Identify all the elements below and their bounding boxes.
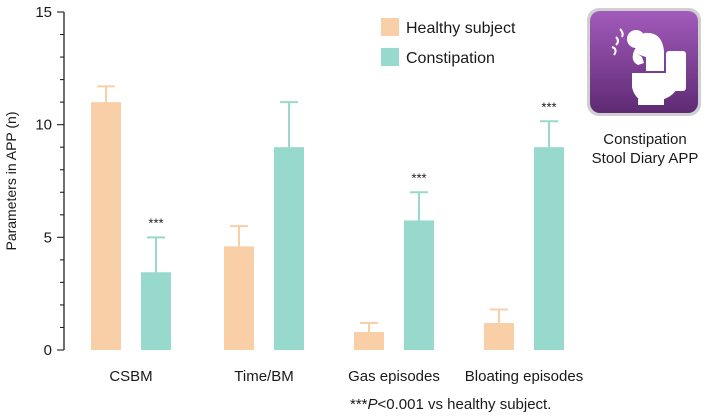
y-tick-label: 10: [35, 117, 52, 134]
app-caption: Constipation Stool Diary APP: [570, 130, 709, 168]
bar-healthy-subject-csbm: [91, 102, 121, 350]
chart-bars: [91, 85, 564, 350]
x-category-label: Gas episodes: [348, 368, 440, 385]
footnote-text: <0.001 vs healthy subject.: [377, 396, 552, 413]
legend-swatch: [381, 18, 399, 36]
x-category-label: CSBM: [109, 368, 152, 385]
significance-marker: ***: [411, 170, 426, 185]
y-axis-title: Parameters in APP (n): [3, 111, 19, 250]
app-logo: [586, 7, 702, 117]
bar-healthy-subject-time-bm: [224, 246, 254, 350]
significance-footnote: ***P<0.001 vs healthy subject.: [350, 396, 551, 413]
legend-label: Healthy subject: [406, 20, 516, 37]
constipation-toilet-icon: [587, 8, 701, 116]
y-tick-label: 15: [35, 4, 52, 21]
significance-marker: ***: [541, 99, 556, 114]
bar-healthy-subject-gas-episodes: [354, 331, 384, 350]
footnote-stars: ***: [350, 396, 368, 413]
chart-legend: Healthy subject Constipation: [381, 18, 516, 67]
y-tick-label: 0: [44, 342, 52, 359]
app-caption-line1: Constipation: [603, 131, 687, 148]
bar-constipation-time-bm: [274, 147, 304, 350]
footnote-p-symbol: P: [367, 396, 378, 413]
bar-constipation-gas-episodes: [404, 220, 434, 350]
legend-label: Constipation: [406, 50, 495, 67]
bar-constipation-bloating-episodes: [534, 147, 564, 350]
x-category-label: Bloating episodes: [465, 368, 583, 385]
chart-labels: 0 5 10 15 Parameters in APP (n) *** CSBM Time/B…: [3, 4, 583, 385]
x-category-label: Time/BM: [234, 368, 293, 385]
bar-healthy-subject-bloating-episodes: [484, 322, 514, 350]
chart-axes: [57, 11, 65, 351]
significance-marker: ***: [148, 215, 163, 230]
app-caption-line2: Stool Diary APP: [591, 150, 699, 167]
y-tick-label: 5: [44, 229, 52, 246]
legend-swatch: [381, 48, 399, 66]
bar-constipation-csbm: [141, 272, 171, 350]
